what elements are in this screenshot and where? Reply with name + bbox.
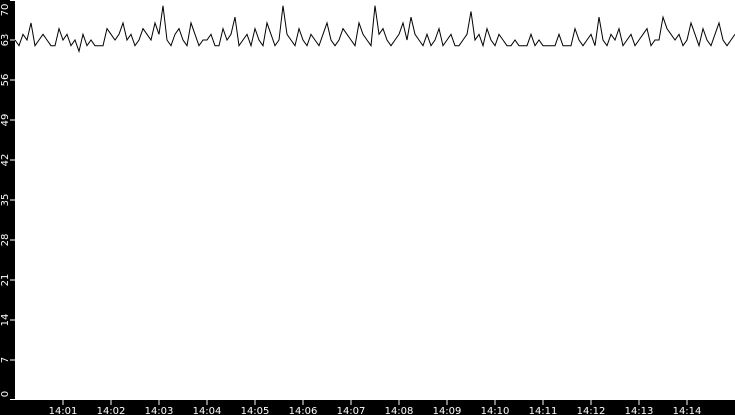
y-tick-label: 7	[0, 357, 11, 363]
y-tick-label: 35	[0, 194, 11, 207]
x-tick-label: 14:04	[193, 406, 222, 415]
x-tick-label: 14:13	[625, 406, 654, 415]
y-tick-label: 14	[0, 314, 11, 327]
y-tick-label: 21	[0, 274, 11, 287]
x-tick-label: 14:11	[529, 406, 558, 415]
x-tick-label: 14:02	[97, 406, 126, 415]
x-tick-label: 14:12	[577, 406, 606, 415]
plot-area	[15, 0, 735, 400]
x-tick-label: 14:08	[385, 406, 414, 415]
x-tick-label: 14:07	[337, 406, 366, 415]
series-line	[14, 5, 735, 54]
y-tick-label: 70	[0, 4, 11, 17]
y-tick-label: 28	[0, 234, 11, 247]
x-tick-label: 14:03	[145, 406, 174, 415]
y-tick-label: 63	[0, 34, 11, 47]
x-axis: 14:01 14:02 14:03 14:04 14:05 14:06 14:07 14:08…	[49, 400, 702, 415]
y-axis: 0 7 14 21 28 35 42 49 56 63 70	[0, 0, 15, 400]
x-tick-label: 14:10	[481, 406, 510, 415]
x-tick-label: 14:05	[241, 406, 270, 415]
y-tick-label: 42	[0, 154, 11, 167]
x-tick-label: 14:14	[673, 406, 702, 415]
y-tick-label: 49	[0, 114, 11, 127]
y-tick-label: 0	[0, 391, 11, 397]
x-tick-label: 14:09	[433, 406, 462, 415]
x-tick-label: 14:01	[49, 406, 78, 415]
y-tick-label: 56	[0, 74, 11, 87]
x-tick-label: 14:06	[289, 406, 318, 415]
